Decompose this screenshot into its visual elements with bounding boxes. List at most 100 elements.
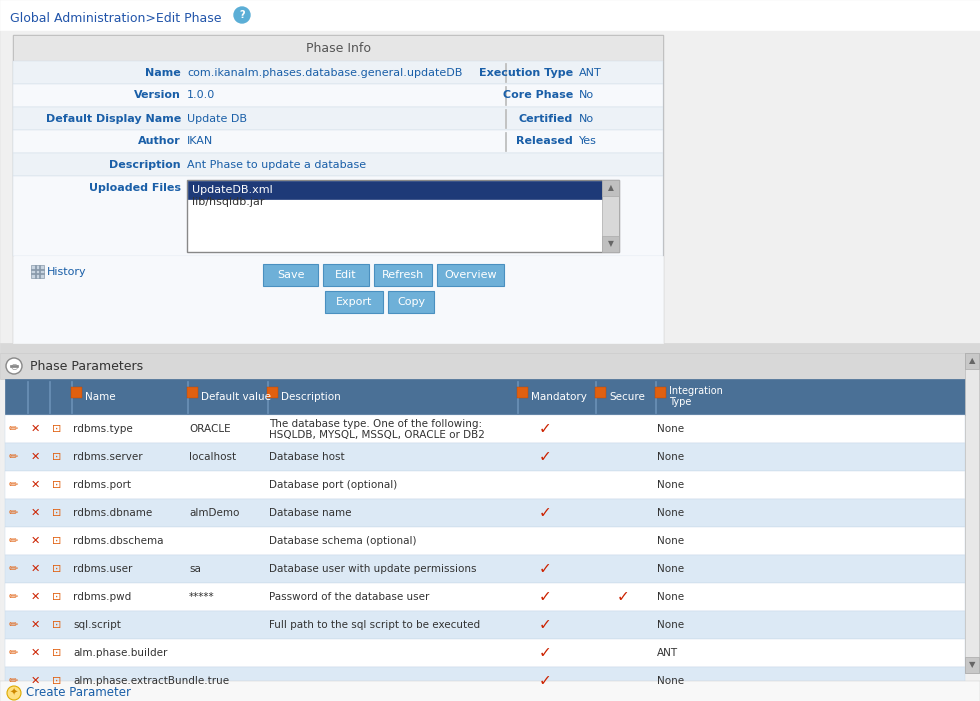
Text: Global Administration>Edit Phase: Global Administration>Edit Phase	[10, 13, 221, 25]
Bar	[13, 35, 663, 61]
Bar	[187, 180, 619, 252]
Text: Description: Description	[110, 160, 181, 170]
Text: alm.phase.builder: alm.phase.builder	[73, 648, 168, 658]
Text: ✏: ✏	[8, 424, 18, 434]
Text: Author: Author	[138, 137, 181, 147]
Text: ✦: ✦	[10, 688, 18, 698]
Text: rdbms.dbname: rdbms.dbname	[73, 508, 152, 518]
Bar	[5, 443, 965, 471]
Text: ✓: ✓	[539, 505, 552, 521]
Text: sql.script: sql.script	[73, 620, 121, 630]
Text: rdbms.type: rdbms.type	[73, 424, 132, 434]
Text: ✏: ✏	[8, 564, 18, 574]
Text: Yes: Yes	[579, 137, 597, 147]
Text: ▼: ▼	[608, 240, 613, 248]
Bar	[5, 379, 965, 673]
Bar	[49, 381, 50, 413]
Text: Password of the database user: Password of the database user	[269, 592, 429, 602]
Text: alm.phase.extractBundle.true: alm.phase.extractBundle.true	[73, 676, 229, 686]
Bar	[187, 387, 198, 398]
Text: Default Display Name: Default Display Name	[46, 114, 181, 123]
Bar	[187, 381, 188, 413]
Text: Type: Type	[669, 397, 691, 407]
Text: Description: Description	[281, 392, 341, 402]
Text: Core Phase: Core Phase	[503, 90, 573, 100]
Bar	[71, 387, 82, 398]
Text: Copy: Copy	[397, 297, 425, 307]
Text: None: None	[657, 424, 684, 434]
Text: rdbms.port: rdbms.port	[73, 480, 131, 490]
Text: ⊡: ⊡	[52, 620, 62, 630]
Bar	[267, 387, 278, 398]
Text: ✕: ✕	[30, 564, 39, 574]
Text: UpdateDB.xml: UpdateDB.xml	[192, 185, 272, 195]
Bar	[263, 264, 318, 286]
Text: Database name: Database name	[269, 508, 352, 518]
Text: ○: ○	[11, 362, 18, 371]
Bar	[5, 379, 965, 415]
Text: ✕: ✕	[30, 592, 39, 602]
Text: ▲: ▲	[969, 357, 975, 365]
Text: ✓: ✓	[616, 590, 629, 604]
Bar	[5, 583, 965, 611]
Circle shape	[6, 358, 22, 374]
Bar	[602, 180, 619, 252]
Bar	[602, 180, 619, 196]
Text: ?: ?	[239, 10, 245, 20]
Text: ✓: ✓	[539, 590, 552, 604]
Text: ✕: ✕	[30, 620, 39, 630]
Text: ORACLE: ORACLE	[189, 424, 230, 434]
Bar	[602, 236, 619, 252]
Bar	[5, 667, 965, 695]
Bar	[655, 381, 656, 413]
Text: ⊡: ⊡	[52, 452, 62, 462]
Bar	[35, 265, 36, 278]
Text: ANT: ANT	[657, 648, 678, 658]
Text: History: History	[47, 267, 86, 277]
Text: ⊡: ⊡	[52, 536, 62, 546]
Bar	[505, 63, 506, 82]
Text: ▼: ▼	[969, 660, 975, 669]
Bar	[27, 381, 28, 413]
Text: ✏: ✏	[8, 508, 18, 518]
Bar	[388, 291, 434, 313]
Bar	[5, 527, 965, 555]
Text: ✓: ✓	[539, 618, 552, 632]
Bar	[13, 176, 663, 256]
Bar	[71, 381, 72, 413]
Text: Version: Version	[134, 90, 181, 100]
Text: Mandatory: Mandatory	[531, 392, 587, 402]
Text: ✏: ✏	[8, 536, 18, 546]
Text: None: None	[657, 592, 684, 602]
Text: almDemo: almDemo	[189, 508, 239, 518]
Text: ✕: ✕	[30, 508, 39, 518]
Text: ⊡: ⊡	[52, 480, 62, 490]
Text: Uploaded Files: Uploaded Files	[89, 183, 181, 193]
Bar	[188, 181, 602, 199]
Text: ✕: ✕	[30, 536, 39, 546]
Text: None: None	[657, 480, 684, 490]
Text: Edit: Edit	[335, 270, 357, 280]
Text: IKAN: IKAN	[187, 137, 214, 147]
Text: ⊡: ⊡	[52, 564, 62, 574]
Text: None: None	[657, 676, 684, 686]
Text: ✓: ✓	[539, 646, 552, 660]
Text: lib/hsqldb.jar: lib/hsqldb.jar	[192, 197, 265, 207]
Text: ✏: ✏	[8, 452, 18, 462]
Bar	[5, 639, 965, 667]
Bar	[0, 0, 980, 30]
Text: None: None	[657, 564, 684, 574]
Bar	[595, 381, 596, 413]
Text: ✏: ✏	[8, 592, 18, 602]
Bar	[39, 265, 40, 278]
Text: HSQLDB, MYSQL, MSSQL, ORACLE or DB2: HSQLDB, MYSQL, MSSQL, ORACLE or DB2	[269, 430, 485, 440]
Bar	[10, 365, 18, 367]
Text: ⊡: ⊡	[52, 648, 62, 658]
Text: Integration: Integration	[669, 386, 723, 396]
Text: Certified: Certified	[518, 114, 573, 123]
Text: No: No	[579, 90, 594, 100]
Text: Default value: Default value	[201, 392, 271, 402]
Bar	[13, 61, 663, 84]
Bar	[0, 353, 980, 379]
Bar	[5, 611, 965, 639]
